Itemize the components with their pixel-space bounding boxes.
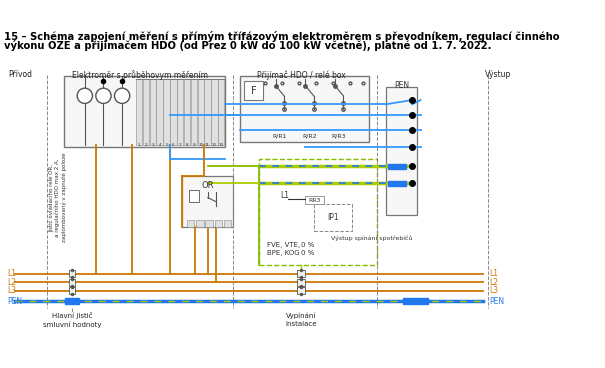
Text: IP1: IP1 [327,213,339,222]
Bar [64,76,224,147]
Bar [218,79,224,145]
Text: L1: L1 [280,191,289,199]
Text: L2: L2 [7,278,16,287]
Text: OR: OR [201,181,214,190]
Bar [306,196,324,204]
Text: Jistič ovládacího relé OR,
a regulačního HDO max 2 A,
zaplombovaný v zapnuté pol: Jistič ovládacího relé OR, a regulačního… [48,153,67,242]
Circle shape [96,88,111,103]
Text: 11: 11 [205,143,210,147]
Text: výkonu OZE a přijímačem HDO (od Prez 0 kW do 100 kW včetně), platné od 1. 7. 202: výkonu OZE a přijímačem HDO (od Prez 0 k… [4,40,492,51]
Text: 0 %: 0 % [301,250,315,256]
Text: L3: L3 [7,286,16,296]
Text: 8: 8 [186,143,188,147]
Bar [191,79,197,145]
Text: 1: 1 [138,143,140,147]
Text: Elektroměr s průběhovym měřením: Elektroměr s průběhovym měřením [72,70,208,80]
Text: PEN: PEN [394,81,409,91]
Text: BPE, KOG: BPE, KOG [267,250,299,256]
Circle shape [77,88,93,103]
Text: RR3: RR3 [309,198,321,203]
Text: Hlavní jistič
smluvní hodnoty: Hlavní jistič smluvní hodnoty [43,312,101,328]
Bar [211,79,218,145]
Bar [258,159,378,265]
Circle shape [114,88,129,103]
Text: 0 %: 0 % [301,242,315,248]
Bar [170,79,177,145]
Text: FVE, VTE,: FVE, VTE, [267,242,300,248]
Text: 9: 9 [192,143,195,147]
Text: 6: 6 [172,143,175,147]
Text: Vypínání
instalace: Vypínání instalace [286,312,317,326]
Text: 2: 2 [145,143,147,147]
Bar [69,287,76,294]
Bar [205,220,213,227]
Bar [136,79,142,145]
Text: 3: 3 [151,143,154,147]
Text: L1: L1 [489,269,499,278]
Bar [224,220,232,227]
Bar [182,176,233,227]
Text: Přijímač HDO / relé box: Přijímač HDO / relé box [257,70,345,80]
Bar [240,76,369,142]
Text: 4: 4 [159,143,161,147]
Bar [184,79,190,145]
Bar [388,181,406,186]
Bar [386,87,417,215]
Text: R/R1: R/R1 [273,134,287,139]
Text: 7: 7 [179,143,182,147]
Text: PEN: PEN [489,297,505,305]
Bar [177,79,183,145]
Bar [143,79,149,145]
Bar [215,220,222,227]
Bar [69,279,76,286]
Bar [69,270,76,277]
Bar [189,190,199,202]
Bar [149,79,156,145]
Text: Přívod: Přívod [8,70,33,79]
Bar [297,287,306,294]
Text: R/R3: R/R3 [332,134,347,139]
Text: Výstup: Výstup [485,70,511,79]
Text: 12: 12 [212,143,217,147]
Bar [297,279,306,286]
Bar [297,270,306,277]
Text: 5: 5 [165,143,168,147]
Text: F: F [250,86,257,96]
Text: L3: L3 [489,286,499,296]
Bar [196,220,203,227]
Text: L1: L1 [7,269,16,278]
Text: L2: L2 [489,278,499,287]
Text: 13: 13 [219,143,224,147]
Text: R/R2: R/R2 [302,134,317,139]
Bar [186,220,194,227]
Bar [403,298,428,304]
Bar [65,298,79,304]
Text: PEN: PEN [7,297,22,305]
Bar [163,79,169,145]
Bar [244,81,263,100]
Bar [198,79,204,145]
Bar [204,79,211,145]
Text: 10: 10 [198,143,203,147]
Bar [314,204,352,231]
Text: 15 – Schéma zapojení měření s přímým třífázovým elektroměrem s převodníkem, regu: 15 – Schéma zapojení měření s přímým tří… [4,31,560,42]
Text: Výstup spínání spotřebičů: Výstup spínání spotřebičů [331,235,412,241]
Bar [157,79,163,145]
Bar [388,164,406,169]
